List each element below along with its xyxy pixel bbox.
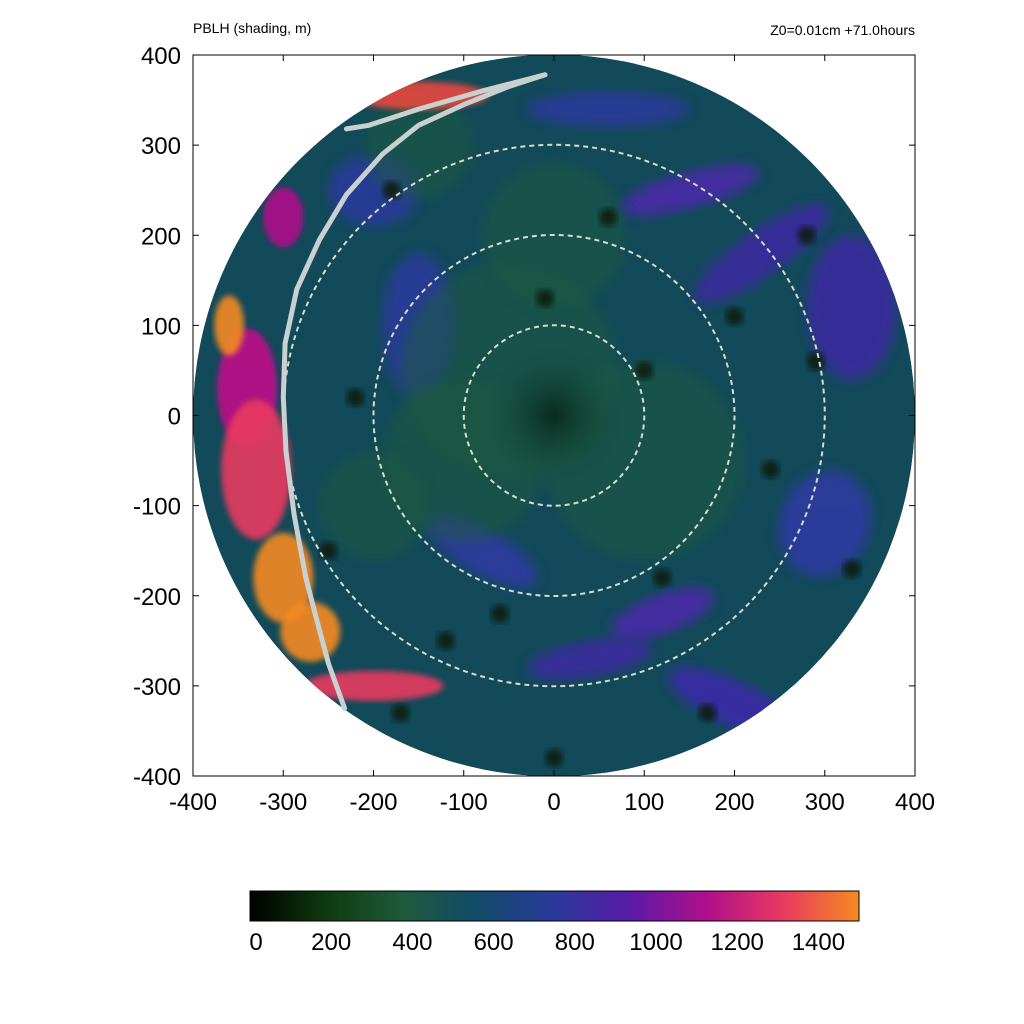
field-band: [619, 164, 760, 216]
field-hotspot: [280, 601, 341, 662]
x-tick-label: 300: [805, 789, 845, 816]
field-dark-cell: [698, 703, 717, 722]
field-dark-cell: [806, 352, 825, 371]
field-band: [611, 587, 714, 640]
field-dark-cell: [535, 289, 554, 308]
y-tick-label: -200: [133, 584, 181, 611]
field-dark-cell: [545, 748, 563, 767]
colorbar-tick-label: 800: [555, 929, 595, 956]
field-hotspot: [253, 532, 314, 623]
field-hotspot: [303, 670, 444, 701]
y-tick-label: 100: [141, 313, 181, 340]
y-tick-label: -400: [133, 764, 181, 791]
chart-title-right: Z0=0.01cm +71.0hours: [770, 22, 915, 38]
field-dark-cell: [725, 307, 744, 326]
x-tick-label: 0: [547, 789, 560, 816]
x-tick-label: -100: [440, 789, 488, 816]
colorbar: 0 200 400 600 800 1000 1200 1400: [249, 890, 860, 956]
y-tick-label: -300: [133, 674, 181, 701]
axis-ticks: [192, 54, 916, 777]
colorbar-tick-label: 1000: [629, 929, 682, 956]
field-dark-cell: [382, 181, 401, 200]
colorbar-tick-label: 400: [392, 929, 432, 956]
y-tick-label: -100: [133, 494, 181, 521]
x-tick-label: -200: [349, 789, 397, 816]
chart-title-left: PBLH (shading, m): [193, 20, 311, 36]
front-tail: [343, 72, 548, 132]
colorbar-tick-label: 0: [249, 929, 262, 956]
field-dark-cell: [761, 460, 780, 479]
field-dark-cell: [436, 631, 455, 650]
field-band: [693, 203, 830, 304]
field-band: [778, 470, 871, 577]
field-dark-cell: [635, 361, 654, 380]
range-ring: [372, 234, 736, 597]
y-tick-label: 300: [141, 133, 181, 160]
field-band: [806, 235, 897, 380]
colorbar-labels: 0 200 400 600 800 1000 1200 1400: [249, 929, 845, 956]
colorbar-tick-label: 600: [474, 929, 514, 956]
y-axis: 400 300 200 100 0 -100 -200 -300 -400: [133, 43, 181, 791]
x-tick-label: -400: [169, 789, 217, 816]
field-patch: [319, 451, 428, 560]
field-band: [527, 638, 653, 680]
y-tick-label: 400: [141, 43, 181, 70]
x-tick-label: 400: [895, 789, 935, 816]
range-ring: [462, 324, 646, 507]
field-hotspot: [214, 295, 245, 356]
colorbar-tick-label: 1400: [792, 929, 845, 956]
field-hotspot: [263, 187, 304, 248]
field-dark-cell: [842, 559, 861, 578]
colorbar-tick-label: 1200: [711, 929, 764, 956]
x-axis: -400 -300 -200 -100 0 100 200 300 400: [169, 789, 935, 816]
frontal-curve: [280, 72, 548, 711]
field-dark-cell: [319, 541, 338, 560]
colorbar-gradient: [249, 890, 860, 922]
field-hotspot: [221, 399, 292, 540]
front-line: [280, 72, 548, 711]
field-dark-cell: [599, 208, 618, 227]
x-tick-label: -300: [259, 789, 307, 816]
x-tick-label: 200: [714, 789, 754, 816]
y-tick-label: 200: [141, 223, 181, 250]
field-band: [527, 91, 690, 128]
storm-core: [484, 345, 624, 486]
field-dark-cell: [797, 226, 816, 245]
field-dark-cell: [653, 568, 672, 587]
y-tick-label: 0: [168, 404, 181, 431]
field-dark-cell: [391, 703, 410, 722]
field-dark-cell: [346, 388, 365, 407]
pblh-field: [193, 54, 915, 777]
x-tick-label: 100: [624, 789, 664, 816]
field-dark-cell: [490, 604, 509, 623]
colorbar-tick-label: 200: [311, 929, 351, 956]
